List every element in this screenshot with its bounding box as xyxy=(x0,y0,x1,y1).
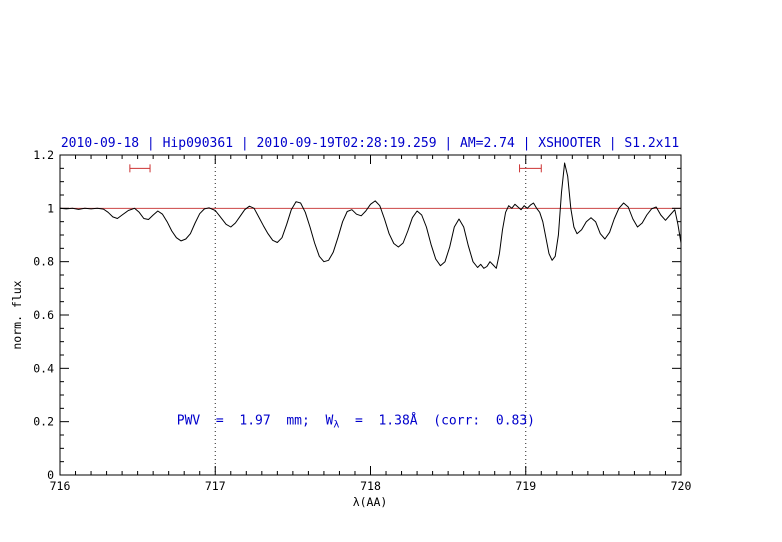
y-tick-label: 1 xyxy=(47,201,54,215)
pwv-annotation-subscript: λ xyxy=(333,419,339,430)
x-tick-label: 718 xyxy=(360,479,381,493)
y-tick-label: 0.6 xyxy=(33,308,54,322)
x-tick-label: 717 xyxy=(205,479,226,493)
interval-marker xyxy=(129,164,151,173)
pwv-annotation: PWV = 1.97 mm; Wλ = 1.38Å (corr: 0.83) xyxy=(138,412,559,430)
x-tick-label: 720 xyxy=(671,479,692,493)
pwv-annotation-suffix: = 1.38Å (corr: 0.83) xyxy=(339,412,535,428)
pwv-annotation-prefix: PWV = 1.97 mm; W xyxy=(177,413,334,428)
grid-layer xyxy=(60,155,681,475)
x-tick-label: 716 xyxy=(50,479,71,493)
tick-label-layer: 716 717 718 719 720 0 0.2 0.4 0.6 0.8 1 1.2 xyxy=(33,148,691,493)
y-tick-label: 1.2 xyxy=(33,148,54,162)
y-tick-label: 0.8 xyxy=(33,255,54,269)
spectrum-line xyxy=(59,162,682,269)
y-tick-label: 0 xyxy=(47,468,54,482)
plot-border xyxy=(59,154,682,476)
plot-title: 2010-09-18 | Hip090361 | 2010-09-19T02:2… xyxy=(61,136,679,151)
x-tick-label: 719 xyxy=(515,479,536,493)
y-tick-label: 0.2 xyxy=(33,415,54,429)
y-axis-label: norm. flux xyxy=(10,280,24,349)
y-tick-label: 0.4 xyxy=(33,361,54,375)
marker-layer xyxy=(129,164,542,173)
x-axis-label: λ(AA) xyxy=(353,495,388,509)
interval-marker xyxy=(519,164,542,173)
